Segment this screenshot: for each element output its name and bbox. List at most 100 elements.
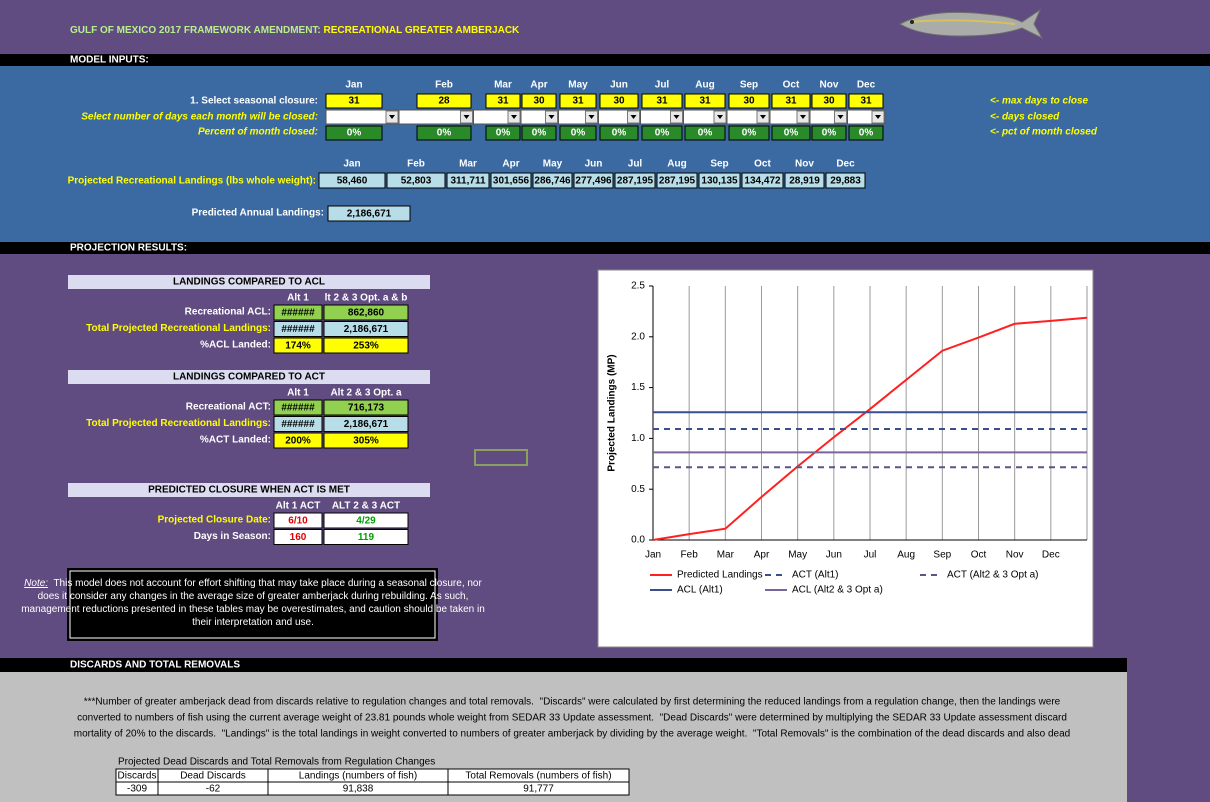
note-text: management reductions presented in these…: [21, 604, 485, 615]
pct-closed: 0%: [532, 128, 547, 139]
max-days: 31: [785, 96, 797, 107]
cell-value: 4/29: [356, 516, 376, 527]
note-text: This model does not account for effort s…: [48, 578, 482, 589]
landings-value: 287,195: [659, 176, 696, 187]
pct-closed: 0%: [859, 128, 874, 139]
row-label: Projected Closure Date:: [158, 515, 271, 526]
max-days: 30: [743, 96, 755, 107]
month-header: Feb: [435, 80, 453, 91]
x-tick-label: Apr: [754, 550, 770, 561]
row-label: Recreational ACL:: [185, 307, 271, 318]
cell-value: 253%: [353, 341, 379, 352]
pct-closed: 0%: [612, 128, 627, 139]
month-header: Dec: [857, 80, 876, 91]
pct-closed: 0%: [347, 128, 362, 139]
x-tick-label: Sep: [933, 550, 951, 561]
row-label: Recreational ACT:: [186, 402, 271, 413]
month-header: Sep: [710, 159, 728, 170]
y-tick-label: 1.5: [631, 382, 645, 393]
closure-label: 1. Select seasonal closure:: [190, 96, 318, 107]
month-header: Oct: [754, 159, 771, 170]
legend-label: ACT (Alt1): [792, 570, 839, 581]
month-header: Aug: [667, 159, 686, 170]
column-header: Landings (numbers of fish): [299, 771, 417, 782]
x-tick-label: Dec: [1042, 550, 1060, 561]
month-header: May: [568, 80, 588, 91]
row-label: Total Projected Recreational Landings:: [86, 418, 271, 429]
pct-closed: 0%: [784, 128, 799, 139]
x-tick-label: Jul: [864, 550, 877, 561]
table-title: LANDINGS COMPARED TO ACT: [173, 372, 325, 383]
hint: <- pct of month closed: [990, 127, 1098, 138]
x-tick-label: Aug: [897, 550, 915, 561]
title-part: RECREATIONAL GREATER AMBERJACK: [324, 25, 521, 36]
column-header: ALT 2 & 3 ACT: [332, 501, 400, 512]
x-tick-label: Mar: [717, 550, 735, 561]
pct-closed: 0%: [822, 128, 837, 139]
max-days: 31: [656, 96, 668, 107]
row-label: Total Projected Recreational Landings:: [86, 323, 271, 334]
section-title: DISCARDS AND TOTAL REMOVALS: [70, 660, 240, 671]
max-days: 30: [823, 96, 835, 107]
month-header: Jun: [610, 80, 628, 91]
month-header: Nov: [820, 80, 839, 91]
landings-value: 286,746: [534, 176, 571, 187]
column-header: Dead Discards: [180, 771, 246, 782]
pct-closed: 0%: [742, 128, 757, 139]
month-header: Mar: [494, 80, 512, 91]
month-header: Apr: [502, 159, 519, 170]
spreadsheet: GULF OF MEXICO 2017 FRAMEWORK AMENDMENT:…: [0, 0, 1210, 802]
cell-value: ######: [281, 419, 315, 430]
pct-closed: 0%: [437, 128, 452, 139]
inputs-panel: [0, 66, 1210, 242]
month-header: Mar: [459, 159, 477, 170]
cell-value: ######: [281, 324, 315, 335]
landings-value: 29,883: [830, 176, 861, 187]
month-header: Jul: [628, 159, 643, 170]
y-axis-title: Projected Landings (MP): [607, 354, 618, 471]
landings-value: 277,496: [575, 176, 612, 187]
cell-value: ######: [281, 308, 315, 319]
pct-closed: 0%: [571, 128, 586, 139]
landings-value: 287,195: [617, 176, 654, 187]
max-days: 31: [699, 96, 711, 107]
landings-value: 134,472: [744, 176, 781, 187]
landings-value: 311,711: [450, 176, 485, 187]
landings-value: 52,803: [401, 176, 432, 187]
column-header: lt 2 & 3 Opt. a & b: [325, 293, 408, 304]
month-header: Nov: [795, 159, 814, 170]
legend-label: Predicted Landings: [677, 570, 763, 581]
annual-label: Predicted Annual Landings:: [192, 208, 324, 219]
max-days: 31: [348, 96, 360, 107]
y-tick-label: 1.0: [631, 433, 645, 444]
cell-value: 160: [290, 532, 307, 543]
legend-label: ACL (Alt1): [677, 585, 723, 596]
note-line: management reductions presented in these…: [21, 604, 485, 615]
section-title: MODEL INPUTS:: [70, 55, 149, 66]
hint: <- max days to close: [990, 96, 1089, 107]
cell-value: 200%: [285, 436, 311, 447]
cell-value: 91,838: [343, 784, 374, 795]
cell-value: 305%: [353, 436, 379, 447]
landings-label: Projected Recreational Landings (lbs who…: [68, 176, 316, 187]
y-tick-label: 0.0: [631, 535, 645, 546]
x-tick-label: Jan: [645, 550, 661, 561]
column-header: Alt 1: [287, 388, 309, 399]
discards-text: mortality of 20% to the discards. "Landi…: [74, 729, 1070, 740]
month-header: Jan: [343, 159, 360, 170]
y-tick-label: 0.5: [631, 484, 645, 495]
cell-value: 716,173: [348, 403, 385, 414]
month-header: Jul: [655, 80, 670, 91]
note-lead: Note:: [24, 578, 48, 589]
hint: <- days closed: [990, 112, 1060, 123]
section-title: PROJECTION RESULTS:: [70, 243, 187, 254]
y-tick-label: 2.0: [631, 331, 645, 342]
table-caption: Projected Dead Discards and Total Remova…: [118, 757, 435, 768]
pct-closed: 0%: [655, 128, 670, 139]
cell-value: 174%: [285, 341, 311, 352]
max-days: 28: [438, 96, 450, 107]
column-header: Alt 1 ACT: [276, 501, 321, 512]
note-line: Note: This model does not account for ef…: [24, 578, 482, 589]
month-header: Feb: [407, 159, 425, 170]
annual-value: 2,186,671: [347, 209, 392, 220]
